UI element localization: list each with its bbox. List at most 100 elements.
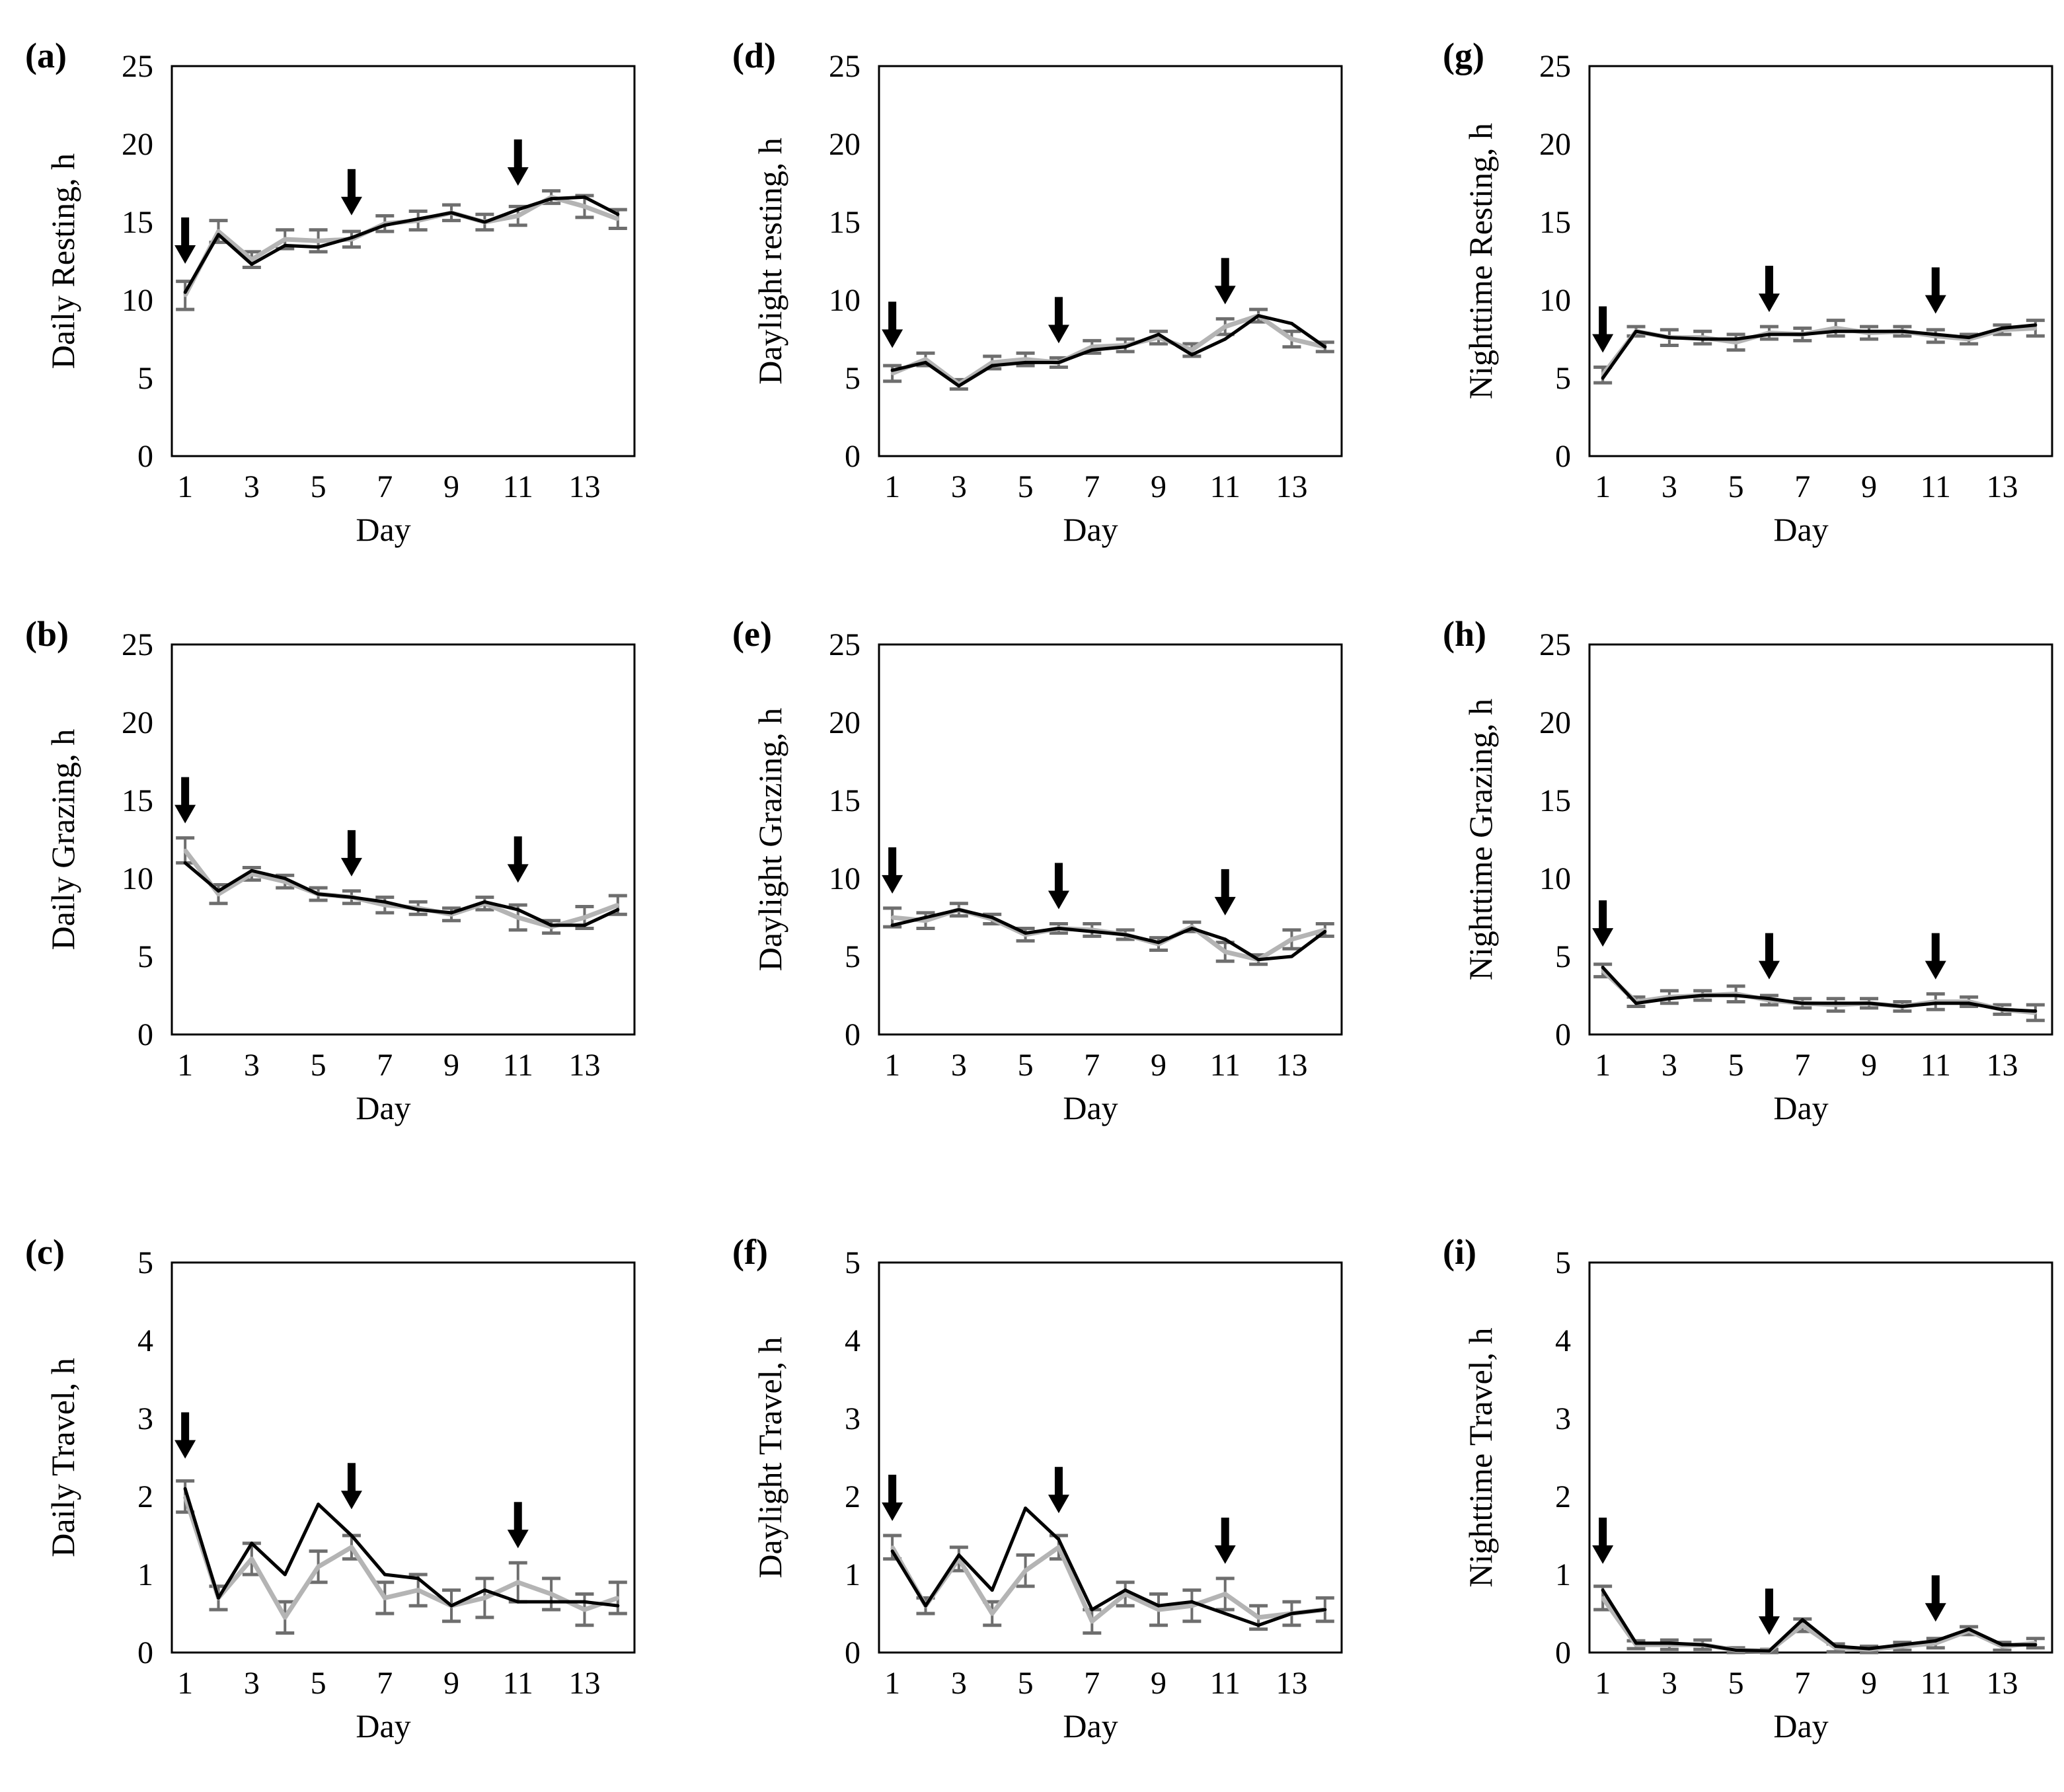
arrow-icon (174, 777, 196, 824)
data-point (516, 1600, 520, 1604)
data-point (416, 1588, 420, 1592)
data-point (1190, 927, 1194, 931)
y-tick-label: 20 (122, 705, 153, 740)
data-point (1024, 358, 1028, 362)
x-tick-label: 3 (244, 1048, 260, 1083)
data-point (1157, 332, 1161, 336)
x-axis-title: Day (1773, 1089, 1828, 1126)
data-point (1190, 348, 1194, 352)
data-point (383, 900, 387, 904)
y-tick-label: 0 (137, 1017, 153, 1052)
arrow-icon (174, 217, 196, 264)
series-black (1601, 966, 2038, 1013)
x-tick-label: 7 (1084, 1048, 1100, 1083)
series-line (184, 861, 619, 927)
arrow-icon (1925, 1575, 1946, 1622)
series-line (890, 1545, 1326, 1624)
series-line (1601, 1589, 2036, 1653)
x-tick-label: 11 (1210, 469, 1241, 504)
x-tick-label: 11 (1921, 469, 1951, 504)
data-point (449, 911, 453, 915)
y-axis-title: Daylight Grazing, h (751, 708, 788, 972)
data-point (250, 869, 254, 873)
y-tick-label: 4 (1555, 1323, 1571, 1358)
data-point (1124, 345, 1128, 349)
data-point (217, 889, 221, 893)
data-point (350, 236, 354, 240)
data-point (217, 233, 221, 237)
arrow-icon (1592, 900, 1614, 947)
data-point (549, 197, 553, 201)
x-tick-label: 1 (884, 469, 900, 504)
series-gray (1593, 319, 2045, 385)
data-point (2000, 326, 2004, 330)
series-line (183, 1488, 619, 1608)
data-point (1057, 1545, 1061, 1549)
series-line (183, 849, 619, 929)
y-tick-label: 0 (137, 1635, 153, 1670)
y-tick-label: 0 (1555, 1635, 1571, 1670)
x-tick-label: 13 (568, 1048, 600, 1083)
x-axis-title: Day (356, 511, 410, 548)
series-line (1601, 966, 2036, 1013)
data-point (350, 895, 354, 899)
plot-frame (878, 65, 1343, 457)
y-tick-label: 2 (1555, 1479, 1571, 1514)
x-tick-label: 1 (1595, 1666, 1611, 1701)
data-point (350, 1534, 354, 1538)
data-point (549, 1592, 553, 1596)
arrow-icon (1048, 1467, 1069, 1514)
data-point (317, 892, 321, 896)
y-tick-label: 1 (1555, 1557, 1571, 1592)
data-point (1834, 1645, 1838, 1649)
x-tick-label: 7 (377, 1666, 393, 1701)
plot-frame (171, 65, 636, 457)
data-point (549, 1600, 553, 1604)
data-point (1124, 1588, 1128, 1592)
data-point (1323, 1608, 1327, 1612)
data-point (449, 1604, 453, 1608)
y-tick-label: 10 (829, 283, 860, 318)
y-axis-title: Nighttime Resting, h (1462, 123, 1499, 399)
y-tick-label: 25 (829, 49, 860, 84)
data-point (482, 1596, 486, 1600)
data-point (1667, 336, 1671, 340)
y-tick-label: 15 (829, 205, 860, 240)
y-tick-label: 10 (1539, 283, 1571, 318)
data-point (1256, 958, 1260, 962)
series-gray (1593, 962, 2045, 1023)
y-tick-label: 0 (845, 1017, 860, 1052)
arrow-icon (1925, 933, 1946, 980)
x-tick-label: 1 (1595, 469, 1611, 504)
series-black (1601, 323, 2038, 380)
data-point (1057, 927, 1061, 931)
data-point (1734, 340, 1738, 344)
data-point (582, 923, 586, 927)
x-tick-label: 3 (1662, 1048, 1677, 1083)
data-point (1124, 933, 1128, 937)
data-point (1223, 1612, 1227, 1616)
arrow-icon (1758, 266, 1780, 313)
x-tick-label: 3 (244, 469, 260, 504)
data-point (217, 229, 221, 233)
data-point (890, 915, 894, 919)
y-tick-label: 5 (845, 939, 860, 974)
data-point (1867, 1647, 1871, 1651)
y-tick-label: 10 (122, 861, 153, 896)
data-point (1057, 360, 1061, 364)
y-tick-label: 20 (1539, 127, 1571, 162)
data-point (1934, 332, 1938, 336)
data-point (1634, 329, 1638, 333)
data-point (2000, 1007, 2004, 1011)
y-tick-label: 25 (122, 49, 153, 84)
y-axis-title: Nighttime Grazing, h (1462, 699, 1499, 980)
panel-letter: (d) (732, 36, 776, 75)
data-point (990, 364, 994, 368)
y-axis-title: Daylight Travel, h (751, 1337, 788, 1578)
y-tick-label: 10 (829, 861, 860, 896)
y-tick-label: 5 (1555, 1245, 1571, 1280)
